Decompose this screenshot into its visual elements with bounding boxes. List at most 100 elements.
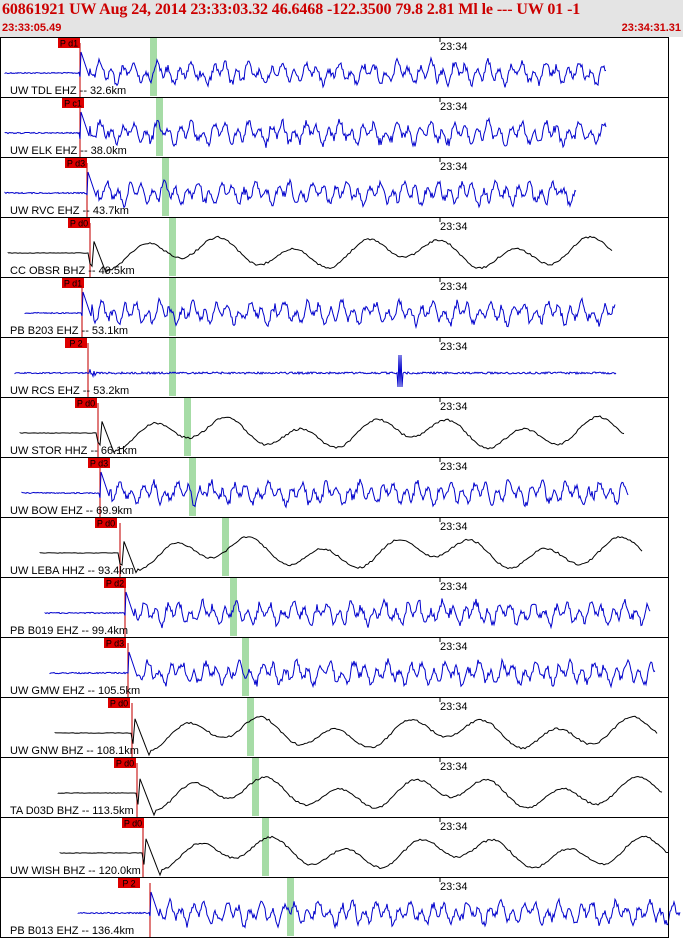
station-label: UW BOW EHZ -- 69.9km (10, 505, 132, 517)
waveform (57, 775, 663, 817)
pick-label-box (114, 758, 136, 768)
station-label: PB B019 EHZ -- 99.4km (10, 625, 128, 637)
window-band (169, 278, 176, 336)
minute-label: 23:34 (440, 101, 468, 113)
pick-label-box (88, 458, 110, 468)
trace-row: P d0 23:34 TA D03D BHZ -- 113.5km (0, 757, 669, 818)
pick-label-box (62, 278, 84, 288)
station-label: UW WISH BHZ -- 120.0km (10, 865, 141, 877)
trace-row: P d3 23:34 UW RVC EHZ -- 43.7km (0, 157, 669, 218)
window-band (184, 398, 191, 456)
minute-label: 23:34 (440, 641, 468, 653)
waveform (44, 591, 651, 630)
minute-label: 23:34 (440, 281, 468, 293)
minute-label: 23:34 (440, 41, 468, 53)
event-title: 60861921 UW Aug 24, 2014 23:33:03.32 46.… (2, 1, 581, 18)
trace-row: P d0 23:34 UW WISH BHZ -- 120.0km (0, 817, 669, 878)
minute-label: 23:34 (440, 161, 468, 173)
minute-label: 23:34 (440, 461, 468, 473)
waveform (77, 891, 681, 930)
pick-label: P 2 (122, 879, 135, 889)
pick-label: P d0 (70, 219, 88, 229)
minute-label: 23:34 (440, 581, 468, 593)
waveform (54, 715, 658, 757)
trace-row: P d3 23:34 UW GMW EHZ -- 105.5km (0, 637, 669, 698)
window-band (222, 518, 229, 576)
waveform (59, 835, 669, 877)
pick-label-box (104, 638, 126, 648)
trace-row: P d0 23:34 UW GNW BHZ -- 108.1km (0, 697, 669, 758)
station-label: UW STOR HHZ -- 66.1km (10, 445, 137, 457)
station-label: UW LEBA HHZ -- 93.4km (10, 565, 134, 577)
pick-label-box (108, 698, 130, 708)
pick-label-box (118, 878, 140, 888)
window-band (287, 878, 294, 936)
station-label: UW RVC EHZ -- 43.7km (10, 205, 129, 217)
pick-label-box (75, 398, 97, 408)
trace-row: P d1 23:34 UW TDL EHZ -- 32.6km (0, 37, 669, 98)
pick-label-box (62, 98, 84, 108)
waveform (14, 354, 617, 388)
station-label: UW ELK EHZ -- 38.0km (10, 145, 127, 157)
pick-label: P 2 (69, 339, 82, 349)
waveform (39, 536, 643, 574)
window-band (162, 158, 169, 216)
pick-label-box (68, 218, 90, 228)
pick-label-box (104, 578, 126, 588)
window-band (262, 818, 269, 876)
window-band (252, 758, 259, 816)
window-band (247, 698, 254, 756)
trace-row: P 2 23:34 UW RCS EHZ -- 53.2km (0, 337, 669, 398)
station-label: TA D03D BHZ -- 113.5km (10, 805, 134, 817)
waveform (7, 235, 613, 274)
pick-label-box (95, 518, 117, 528)
pick-label-box (122, 818, 144, 828)
station-label: UW GNW BHZ -- 108.1km (10, 745, 139, 757)
pick-label: P d3 (67, 159, 85, 169)
trace-row: P 2 23:34 PB B013 EHZ -- 136.4km (0, 877, 681, 938)
trace-row: P d3 23:34 UW BOW EHZ -- 69.9km (0, 457, 669, 518)
trace-row: P c1 23:34 UW ELK EHZ -- 38.0km (0, 97, 669, 158)
pick-label: P c1 (64, 99, 82, 109)
window-band (189, 458, 196, 516)
station-label: UW RCS EHZ -- 53.2km (10, 385, 129, 397)
window-band (169, 218, 176, 276)
minute-label: 23:34 (440, 881, 468, 893)
trace-row: P d1 23:34 PB B203 EHZ -- 53.1km (0, 277, 669, 338)
pick-label: P d2 (106, 579, 124, 589)
header-bar: 60861921 UW Aug 24, 2014 23:33:03.32 46.… (0, 0, 683, 37)
minute-label: 23:34 (440, 401, 468, 413)
start-time-label: 23:33:05.49 (2, 22, 62, 34)
pick-label: P d0 (110, 699, 128, 709)
minute-label: 23:34 (440, 821, 468, 833)
station-label: UW TDL EHZ -- 32.6km (10, 85, 126, 97)
pick-label: P d0 (124, 819, 142, 829)
station-label: PB B013 EHZ -- 136.4km (10, 925, 134, 937)
trace-row: P d0 23:34 CC OBSR BHZ -- 49.5km (0, 217, 669, 278)
trace-row: P d2 23:34 PB B019 EHZ -- 99.4km (0, 577, 669, 638)
waveform (24, 291, 616, 330)
pick-label: P d3 (106, 639, 124, 649)
trace-row: P d0 23:34 UW STOR HHZ -- 66.1km (0, 397, 669, 458)
pick-label: P d0 (77, 399, 95, 409)
waveform (4, 171, 577, 209)
station-label: UW GMW EHZ -- 105.5km (10, 685, 140, 697)
station-label: PB B203 EHZ -- 53.1km (10, 325, 128, 337)
window-band (242, 638, 249, 696)
waveform (4, 51, 607, 89)
pick-label: P d1 (60, 39, 78, 49)
waveform (21, 471, 629, 509)
end-time-label: 23:34:31.31 (621, 22, 681, 34)
pick-label: P d3 (90, 459, 108, 469)
pick-label: P d1 (64, 279, 82, 289)
pick-label: P d0 (116, 759, 134, 769)
pick-label: P d0 (97, 519, 115, 529)
seismogram-panel: P d1 23:34 UW TDL EHZ -- 32.6km P c1 23:34 UW… (0, 37, 681, 938)
waveform (49, 651, 656, 689)
pick-label-box (65, 338, 87, 348)
minute-label: 23:34 (440, 221, 468, 233)
waveform (19, 415, 625, 454)
minute-label: 23:34 (440, 341, 468, 353)
trace-row: P d0 23:34 UW LEBA HHZ -- 93.4km (0, 517, 669, 578)
window-band (169, 338, 176, 396)
